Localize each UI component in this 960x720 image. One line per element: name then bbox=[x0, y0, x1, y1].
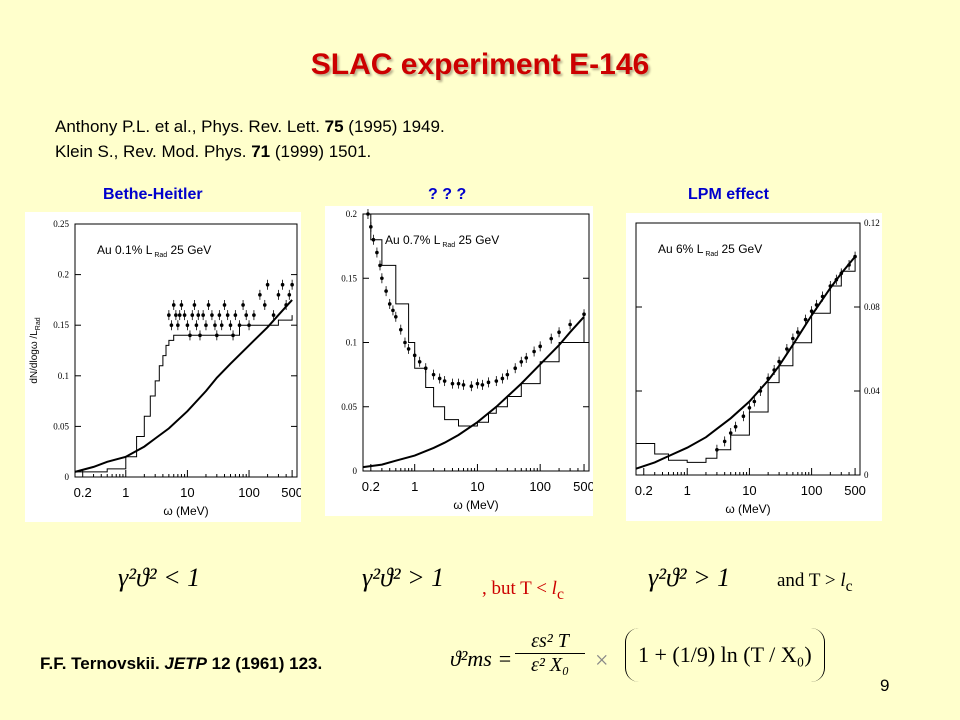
x-tick-label: 500 bbox=[281, 485, 301, 500]
references: Anthony P.L. et al., Phys. Rev. Lett. 75… bbox=[55, 114, 445, 164]
y-tick-label: 0.12 bbox=[864, 218, 880, 228]
x-tick-label: 10 bbox=[180, 485, 194, 500]
simulation-histogram bbox=[363, 213, 585, 427]
y-tick-label: 0.15 bbox=[53, 320, 69, 330]
formula-denominator: ε² X₀ bbox=[515, 653, 585, 677]
condition-unknown-note: , but T < lc bbox=[482, 578, 564, 603]
x-tick-label: 1 bbox=[684, 483, 691, 498]
y-tick-label: 0.05 bbox=[341, 402, 357, 412]
formula-fraction: εs² T ε² X₀ bbox=[515, 630, 585, 677]
plot-frame bbox=[74, 223, 298, 478]
annotation-energy: 25 GeV bbox=[455, 233, 499, 247]
chart-bethe-heitler: 0 0.05 0.1 0.15 0.2 0.25 0.2 1 10 100 500 ω (MeV) dN… bbox=[29, 219, 301, 518]
formula-lhs: ϑ²ms = bbox=[450, 646, 513, 671]
y-tick-label: 0 bbox=[864, 470, 869, 480]
condition-unknown: γ²ϑ² > 1 bbox=[362, 563, 445, 592]
y-tick-label: 0.1 bbox=[58, 371, 69, 381]
y-tick-label: 0 bbox=[353, 466, 358, 476]
x-tick-label: 10 bbox=[470, 479, 484, 494]
chart-lpm-effect: 0 0.04 0.08 0.12 0.2 1 10 100 500 ω (MeV) Au 6% L … bbox=[635, 218, 881, 516]
reference-1: Anthony P.L. et al., Phys. Rev. Lett. 75… bbox=[55, 117, 445, 136]
plot-frame bbox=[635, 222, 861, 476]
page-number: 9 bbox=[880, 676, 890, 695]
y-tick-label: 0.05 bbox=[53, 421, 69, 431]
annotation-sub: Rad bbox=[703, 251, 718, 258]
y-tick-label: 0.04 bbox=[864, 386, 880, 396]
x-tick-label: 100 bbox=[529, 479, 551, 494]
chart-annotation: Au 0.1% L Rad 25 GeV bbox=[97, 243, 211, 259]
slide-title: SLAC experiment E-146 bbox=[310, 48, 650, 81]
chart-annotation: Au 6% L Rad 25 GeV bbox=[658, 242, 762, 258]
simulation-histogram bbox=[636, 256, 856, 463]
theory-curve bbox=[362, 316, 585, 469]
y-tick-label: 0.25 bbox=[53, 219, 69, 229]
chart-panel-bethe-heitler: 0 0.05 0.1 0.15 0.2 0.25 0.2 1 10 100 500 ω (MeV) dN… bbox=[25, 212, 301, 522]
x-axis-label: ω (MeV) bbox=[163, 504, 208, 518]
formula-parenthesis: 1 + (1/9) ln (T / X₀) bbox=[625, 628, 825, 682]
reference-2: Klein S., Rev. Mod. Phys. 71 (1999) 1501… bbox=[55, 142, 372, 161]
chart-unknown-regime: 0 0.05 0.1 0.15 0.2 0.2 1 10 100 500 ω (MeV) Au 0.7… bbox=[341, 209, 593, 512]
x-tick-label: 100 bbox=[238, 485, 260, 500]
chart-panel-unknown: 0 0.05 0.1 0.15 0.2 0.2 1 10 100 500 ω (MeV) Au 0.7… bbox=[325, 206, 593, 516]
x-tick-label: 1 bbox=[122, 485, 129, 500]
x-tick-label: 0.2 bbox=[362, 479, 380, 494]
x-tick-label: 500 bbox=[844, 483, 866, 498]
x-tick-label: 500 bbox=[573, 479, 593, 494]
annotation-target: Au 6% L bbox=[658, 242, 704, 256]
formula-times: × bbox=[595, 648, 609, 674]
x-axis-label: ω (MeV) bbox=[453, 498, 498, 512]
x-tick-label: 100 bbox=[801, 483, 823, 498]
annotation-target: Au 0.1% L bbox=[97, 243, 153, 257]
y-tick-label: 0.2 bbox=[58, 270, 69, 280]
condition-lpm: γ²ϑ² > 1 bbox=[648, 563, 731, 592]
panel-label-bethe-heitler: Bethe-Heitler bbox=[103, 186, 203, 203]
x-tick-label: 0.2 bbox=[74, 485, 92, 500]
annotation-sub: Rad bbox=[440, 242, 455, 249]
y-axis-label: dN/dlogω /LRad bbox=[29, 317, 42, 383]
condition-bethe-heitler: γ²ϑ² < 1 bbox=[118, 563, 201, 592]
y-tick-label: 0.2 bbox=[346, 209, 357, 219]
y-tick-label: 0 bbox=[65, 472, 70, 482]
annotation-energy: 25 GeV bbox=[718, 242, 762, 256]
y-tick-label: 0.1 bbox=[346, 338, 357, 348]
plot-frame bbox=[362, 213, 590, 472]
chart-annotation: Au 0.7% L Rad 25 GeV bbox=[385, 233, 499, 249]
x-axis-label: ω (MeV) bbox=[725, 502, 770, 516]
y-axis-label-sub: Rad bbox=[35, 317, 42, 330]
theory-curve bbox=[74, 299, 293, 473]
x-tick-label: 0.2 bbox=[635, 483, 653, 498]
condition-lpm-note: and T > lc bbox=[777, 570, 853, 595]
panel-label-unknown: ? ? ? bbox=[428, 186, 467, 203]
annotation-target: Au 0.7% L bbox=[385, 233, 441, 247]
x-tick-label: 10 bbox=[742, 483, 756, 498]
annotation-energy: 25 GeV bbox=[167, 243, 211, 257]
chart-panel-lpm: 0 0.04 0.08 0.12 0.2 1 10 100 500 ω (MeV) Au 6% L … bbox=[626, 213, 882, 521]
formula-numerator: εs² T bbox=[531, 630, 569, 652]
theory-curve bbox=[635, 255, 856, 470]
ternovskii-reference: F.F. Ternovskii. JETP 12 (1961) 123. bbox=[40, 654, 323, 673]
simulation-histogram bbox=[75, 315, 293, 473]
y-tick-label: 0.08 bbox=[864, 302, 880, 312]
y-tick-label: 0.15 bbox=[341, 273, 357, 283]
panel-label-lpm: LPM effect bbox=[688, 186, 769, 203]
annotation-sub: Rad bbox=[152, 252, 167, 259]
x-tick-label: 1 bbox=[411, 479, 418, 494]
